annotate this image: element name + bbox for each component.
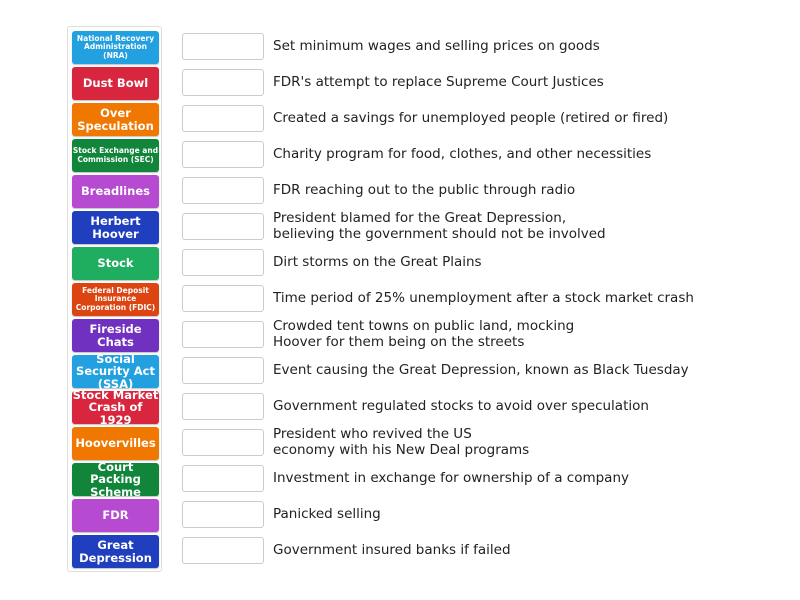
definition-text: Government insured banks if failed — [273, 542, 511, 558]
term-tile[interactable]: Fireside Chats — [72, 319, 159, 352]
definition-text: Created a savings for unemployed people … — [273, 110, 669, 126]
definition-text: FDR reaching out to the public through r… — [273, 182, 576, 198]
definition-text: President who revived the US economy wit… — [273, 426, 530, 458]
definition-text: Dirt storms on the Great Plains — [273, 254, 482, 270]
term-tile[interactable]: Social Security Act (SSA) — [72, 352, 159, 390]
definition-text: Investment in exchange for ownership of … — [273, 470, 630, 486]
drop-target-box[interactable] — [182, 321, 264, 348]
drop-target-box[interactable] — [182, 501, 264, 528]
drop-target-box[interactable] — [182, 393, 264, 420]
drop-target-box[interactable] — [182, 249, 264, 276]
drop-target-box[interactable] — [182, 537, 264, 564]
drop-target-box[interactable] — [182, 33, 264, 60]
definition-text: Event causing the Great Depression, know… — [273, 362, 689, 378]
term-tile[interactable]: Stock — [72, 247, 159, 280]
term-tile[interactable]: Stock Market Crash of 1929 — [72, 387, 159, 427]
drop-target-box[interactable] — [182, 177, 264, 204]
term-tile[interactable]: Hoovervilles — [72, 427, 159, 460]
definition-text: Government regulated stocks to avoid ove… — [273, 398, 649, 414]
definition-text: Set minimum wages and selling prices on … — [273, 38, 600, 54]
term-tile[interactable]: Herbert Hoover — [72, 211, 159, 244]
definition-text: Crowded tent towns on public land, mocki… — [273, 318, 575, 350]
drop-target-box[interactable] — [182, 465, 264, 492]
term-tile[interactable]: Breadlines — [72, 175, 159, 208]
drop-target-box[interactable] — [182, 285, 264, 312]
definition-text: Time period of 25% unemployment after a … — [273, 290, 694, 306]
definition-text: President blamed for the Great Depressio… — [273, 210, 606, 242]
term-tile[interactable]: Federal Deposit Insurance Corporation (F… — [72, 283, 159, 316]
drop-target-box[interactable] — [182, 105, 264, 132]
definition-text: Panicked selling — [273, 506, 381, 522]
term-tiles-panel: National Recovery Administration (NRA) Du… — [67, 26, 162, 572]
term-tile[interactable]: National Recovery Administration (NRA) — [72, 31, 159, 64]
drop-target-box[interactable] — [182, 141, 264, 168]
drop-target-box[interactable] — [182, 357, 264, 384]
term-tile[interactable]: Court Packing Scheme — [72, 460, 159, 498]
term-tile[interactable]: Stock Exchange and Commission (SEC) — [72, 139, 159, 172]
term-tile[interactable]: Over Speculation — [72, 103, 159, 136]
term-tile[interactable]: Great Depression — [72, 535, 159, 568]
term-tile[interactable]: FDR — [72, 499, 159, 532]
drop-target-box[interactable] — [182, 213, 264, 240]
term-tile[interactable]: Dust Bowl — [72, 67, 159, 100]
drop-target-box[interactable] — [182, 429, 264, 456]
definition-text: Charity program for food, clothes, and o… — [273, 146, 652, 162]
drop-target-box[interactable] — [182, 69, 264, 96]
definition-text: FDR's attempt to replace Supreme Court J… — [273, 74, 604, 90]
